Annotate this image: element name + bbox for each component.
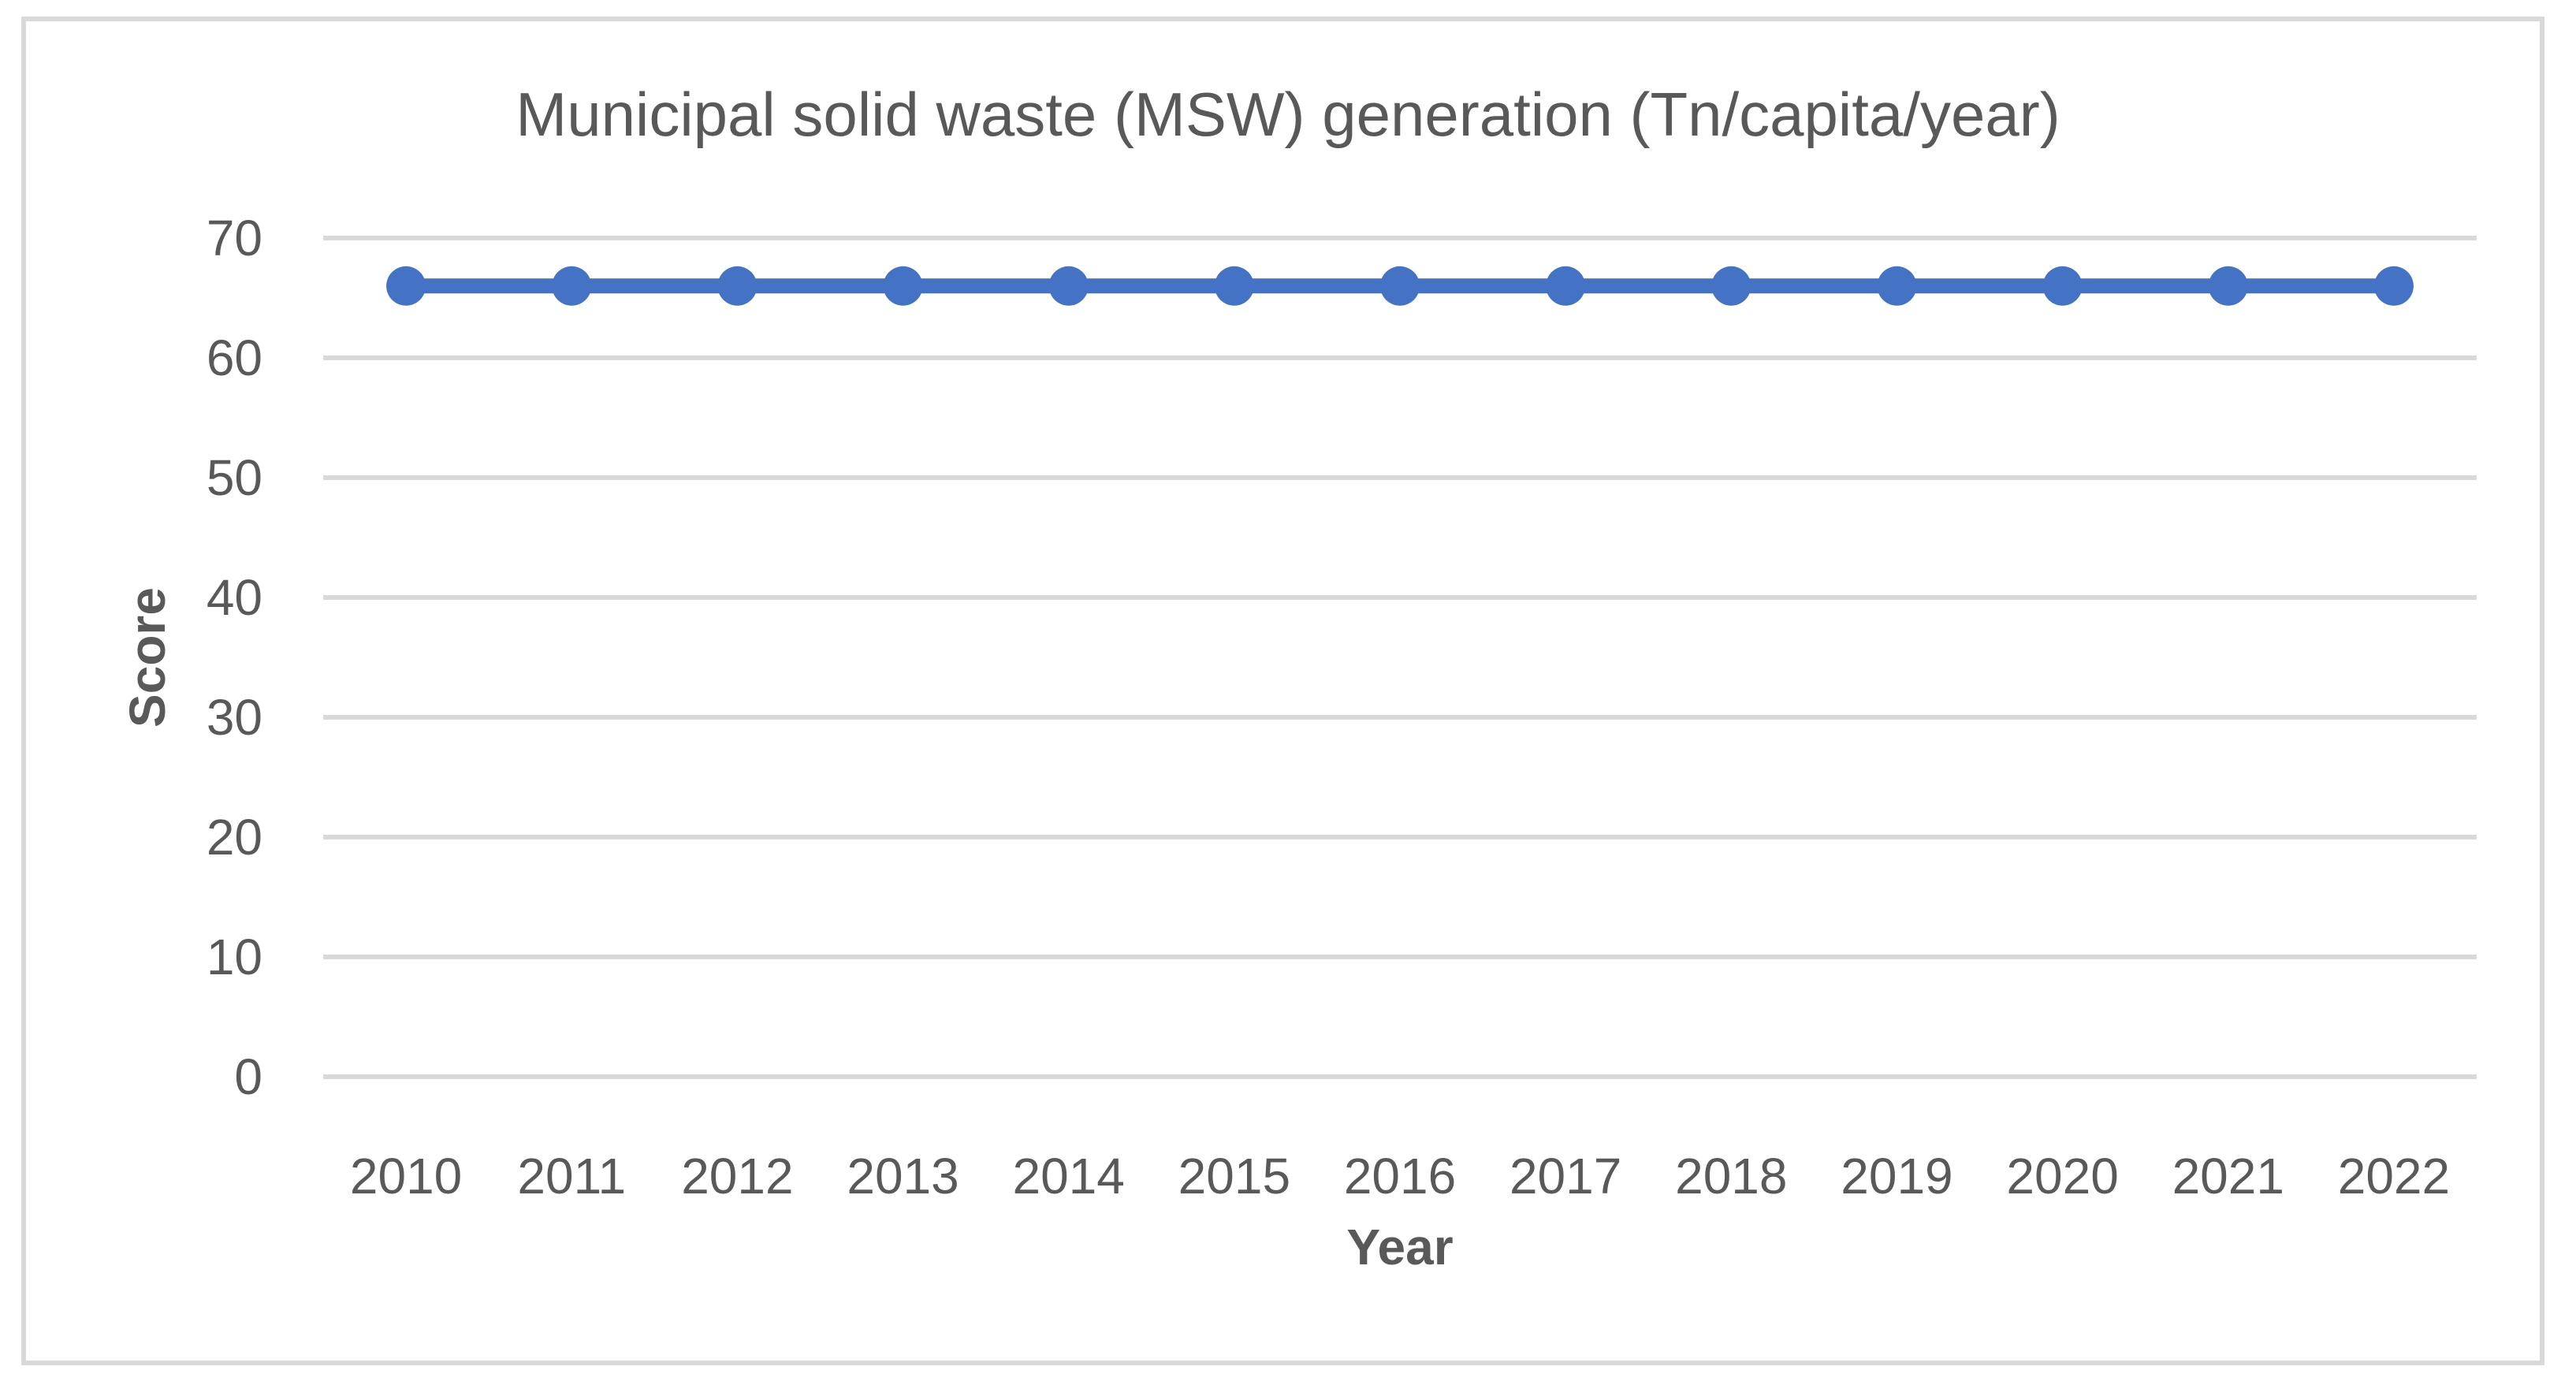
- y-tick-label: 40: [207, 569, 262, 626]
- x-tick-label: 2020: [2006, 1148, 2118, 1204]
- x-tick-label: 2021: [2172, 1148, 2284, 1204]
- data-point-marker: [1048, 266, 1089, 306]
- data-point-marker: [1380, 266, 1420, 306]
- x-tick-label: 2019: [1841, 1148, 1952, 1204]
- data-point-marker: [386, 266, 426, 306]
- x-tick-label: 2015: [1178, 1148, 1290, 1204]
- x-tick-label: 2017: [1509, 1148, 1621, 1204]
- data-point-marker: [1877, 266, 1917, 306]
- x-tick-label: 2012: [681, 1148, 793, 1204]
- chart-frame-border: [21, 17, 2544, 1365]
- y-tick-label: 60: [207, 329, 262, 386]
- x-tick-label: 2022: [2338, 1148, 2450, 1204]
- data-point-marker: [2042, 266, 2083, 306]
- data-point-marker: [883, 266, 923, 306]
- data-point-marker: [1214, 266, 1254, 306]
- data-point-marker: [2373, 266, 2414, 306]
- y-tick-label: 10: [207, 929, 262, 985]
- x-tick-label: 2018: [1675, 1148, 1787, 1204]
- data-point-marker: [1711, 266, 1751, 306]
- data-point-marker: [552, 266, 592, 306]
- x-axis-title: Year: [1346, 1219, 1454, 1275]
- chart-title: Municipal solid waste (MSW) generation (…: [516, 80, 2060, 149]
- x-tick-label: 2014: [1013, 1148, 1125, 1204]
- y-axis-title: Score: [119, 587, 176, 728]
- x-tick-label: 2010: [350, 1148, 462, 1204]
- y-tick-label: 20: [207, 809, 262, 866]
- data-point-marker: [717, 266, 758, 306]
- y-tick-label: 50: [207, 449, 262, 506]
- y-tick-label: 70: [207, 210, 262, 266]
- x-tick-label: 2011: [517, 1148, 626, 1204]
- x-tick-label: 2016: [1344, 1148, 1456, 1204]
- x-tick-label: 2013: [847, 1148, 959, 1204]
- y-tick-label: 30: [207, 689, 262, 746]
- data-point-marker: [2208, 266, 2248, 306]
- data-point-marker: [1546, 266, 1586, 306]
- y-tick-label: 0: [234, 1048, 262, 1105]
